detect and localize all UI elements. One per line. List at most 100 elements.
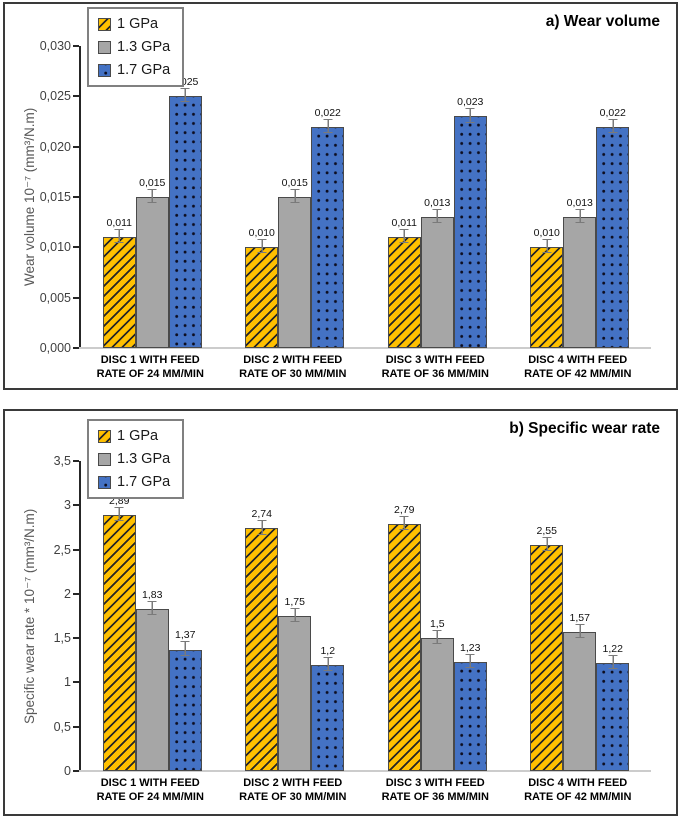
legend-label: 1 GPa [117, 16, 159, 32]
category-label: DISC 4 WITH FEED RATE OF 42 MM/MIN [507, 354, 650, 382]
legend-row: 1 GPa [98, 428, 170, 444]
value-label: 1,22 [602, 642, 623, 655]
bar-1.7-gpa [453, 662, 487, 771]
category-label-line: RATE OF 36 MM/MIN [381, 790, 489, 803]
y-tick-mark [73, 548, 79, 551]
error-bar [180, 641, 190, 656]
bar-slot: 1,2 [311, 461, 345, 771]
legend-label: 1.3 GPa [117, 39, 171, 55]
bar-slot: 0,013 [420, 46, 454, 348]
category-label-line: RATE OF 30 MM/MIN [239, 790, 347, 803]
value-label: 2,55 [536, 524, 557, 537]
value-label: 1,37 [175, 629, 196, 642]
error-bar [465, 653, 475, 669]
category-label: DISC 3 WITH FEED RATE OF 36 MM/MIN [364, 354, 507, 382]
legend-row: 1.3 GPa [98, 451, 170, 467]
bar-slot: 0,010 [245, 46, 279, 348]
bar-slot: 1,83 [135, 461, 169, 771]
bar-group: 0,010 0,015 0,022 [224, 46, 367, 348]
panel-title: b) Specific wear rate [509, 420, 660, 437]
bar-slot: 0,013 [563, 46, 597, 348]
error-bar [257, 239, 267, 254]
y-tick-label: 2 [64, 586, 71, 601]
category-label-line: RATE OF 42 MM/MIN [524, 790, 632, 803]
bar-group: 0,011 0,013 0,023 [366, 46, 509, 348]
value-label: 0,022 [314, 106, 341, 119]
bar-1.3-gpa [563, 631, 597, 771]
legend-swatch [98, 63, 111, 77]
value-label: 1,2 [320, 644, 336, 657]
value-label: 0,010 [248, 227, 275, 240]
bar-slot: 0,010 [530, 46, 564, 348]
y-axis-label: Wear volume 10⁻⁷ (mm³/N.m) [22, 107, 37, 287]
y-tick-mark [73, 296, 79, 299]
legend: 1 GPa 1.3 GPa 1.7 GPa [87, 419, 185, 499]
error-bar [465, 108, 475, 123]
bar-1-gpa [102, 515, 136, 771]
x-axis-line [79, 770, 651, 772]
bar-slot: 0,011 [387, 46, 421, 348]
y-tick-label: 0 [64, 764, 71, 778]
error-bar [114, 229, 124, 244]
bar-1-gpa [245, 528, 279, 771]
bar-slot: 1,23 [453, 461, 487, 771]
legend-row: 1.3 GPa [98, 39, 170, 55]
bar-1.3-gpa [420, 638, 454, 771]
error-bar [542, 536, 552, 552]
error-bar [608, 118, 618, 133]
legend-label: 1 GPa [117, 428, 159, 444]
panel-title: a) Wear volume [545, 13, 660, 30]
category-label: DISC 4 WITH FEED RATE OF 42 MM/MIN [507, 777, 650, 805]
error-bar [147, 600, 157, 616]
legend-swatch [98, 429, 111, 443]
y-tick-mark [73, 725, 79, 728]
category-label: DISC 1 WITH FEED RATE OF 24 MM/MIN [79, 777, 222, 805]
value-label: 0,013 [566, 197, 593, 210]
y-tick-label: 3 [64, 498, 71, 513]
y-tick-label: 3,5 [53, 454, 71, 468]
category-label-line: DISC 1 WITH FEED [100, 777, 200, 789]
legend-row: 1.7 GPa [98, 474, 170, 490]
y-tick-mark [73, 246, 79, 249]
y-tick-label: 0,5 [53, 719, 71, 734]
value-label: 0,011 [106, 217, 133, 230]
error-bar [290, 607, 300, 623]
bar-group: 2,55 1,57 1,22 [509, 461, 652, 771]
error-bar [180, 88, 190, 103]
value-label: 0,015 [139, 176, 166, 189]
error-bar [575, 209, 585, 224]
bar-1.3-gpa [563, 217, 597, 348]
bar-slot: 1,75 [278, 461, 312, 771]
category-label-line: RATE OF 24 MM/MIN [96, 790, 204, 803]
y-tick-mark [73, 770, 79, 772]
y-tick-mark [73, 45, 79, 47]
category-label-line: RATE OF 30 MM/MIN [239, 367, 347, 380]
y-tick-mark [73, 347, 79, 349]
category-label-line: RATE OF 36 MM/MIN [381, 367, 489, 380]
legend-label: 1.7 GPa [117, 62, 171, 78]
bar-slot: 0,022 [596, 46, 630, 348]
y-tick-mark [73, 460, 79, 462]
category-label-line: DISC 1 WITH FEED [100, 354, 200, 366]
y-tick-mark [73, 504, 79, 507]
bar-slot: 0,025 [168, 46, 202, 348]
category-label-line: RATE OF 24 MM/MIN [96, 367, 204, 380]
value-label: 1,23 [460, 641, 481, 654]
y-tick-label: 1,5 [53, 631, 71, 646]
y-tick-mark [73, 95, 79, 98]
bar-slot: 0,011 [102, 46, 136, 348]
value-label: 0,011 [391, 217, 418, 230]
legend: 1 GPa 1.3 GPa 1.7 GPa [87, 7, 185, 87]
y-tick-label: 0,020 [39, 139, 71, 154]
error-bar [323, 118, 333, 133]
bar-slot: 0,022 [311, 46, 345, 348]
y-tick-label: 1 [64, 675, 71, 690]
bar-1.7-gpa [311, 664, 345, 771]
category-label-line: DISC 3 WITH FEED [385, 777, 485, 789]
error-bar [323, 656, 333, 671]
value-label: 0,023 [457, 96, 484, 109]
bar-slot: 1,22 [596, 461, 630, 771]
legend-row: 1 GPa [98, 16, 170, 32]
bar-1-gpa [245, 247, 279, 348]
category-label-line: DISC 3 WITH FEED [385, 354, 485, 366]
